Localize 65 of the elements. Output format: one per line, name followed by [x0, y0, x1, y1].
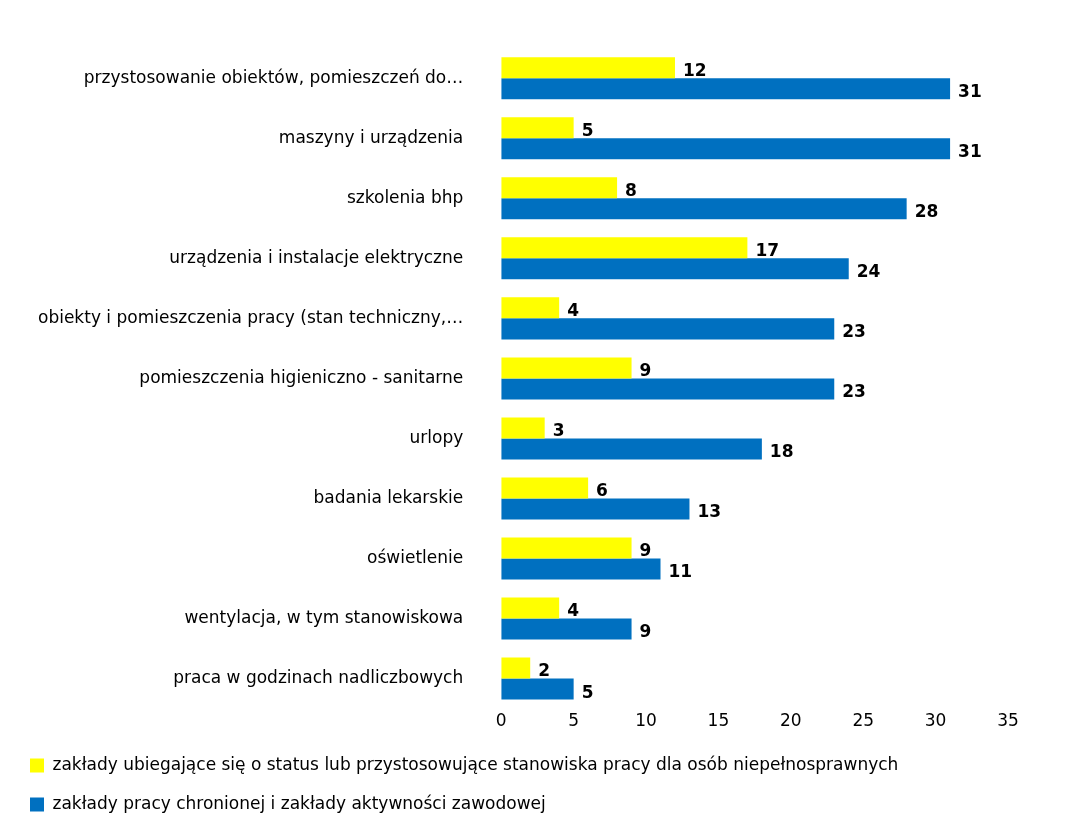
y-tick-label: urządzenia i instalacje elektryczne	[169, 246, 464, 267]
data-label: 31	[958, 81, 982, 102]
y-tick-label: badania lekarskie	[313, 486, 464, 507]
y-tick-label: pomieszczenia higieniczno - sanitarne	[139, 366, 464, 387]
x-tick-label: 0	[495, 710, 507, 731]
y-tick-label: obiekty i pomieszczenia pracy (stan techniczny,…	[38, 306, 464, 327]
data-label: 28	[914, 201, 939, 222]
x-tick-label: 5	[568, 710, 580, 731]
y-tick-label: maszyny i urządzenia	[278, 126, 464, 147]
y-tick-label: wentylacja, w tym stanowiskowa	[184, 606, 464, 627]
bar	[501, 498, 690, 520]
bar	[501, 537, 632, 559]
x-tick-label: 30	[924, 710, 947, 731]
y-tick-label: szkolenia bhp	[346, 186, 464, 207]
data-label: 9	[639, 540, 652, 561]
bar	[501, 378, 835, 400]
data-label: 2	[538, 660, 551, 681]
data-label: 12	[682, 60, 707, 81]
y-tick-label: oświetlenie	[367, 546, 464, 567]
data-label: 11	[668, 561, 693, 582]
bar	[501, 297, 560, 319]
bar	[501, 477, 589, 499]
x-tick-label: 10	[635, 710, 657, 731]
data-label: 4	[567, 300, 580, 321]
bar	[501, 117, 574, 139]
bar	[501, 657, 531, 679]
data-label: 6	[596, 480, 608, 501]
data-label: 18	[769, 441, 794, 462]
data-label: 5	[581, 681, 594, 702]
bar	[501, 258, 849, 280]
legend-label: zakłady pracy chronionej i zakłady aktywności zawodowej	[52, 792, 546, 813]
x-tick-label: 20	[780, 710, 802, 731]
bar	[501, 558, 661, 580]
data-label: 3	[552, 420, 565, 441]
data-label: 13	[697, 501, 722, 522]
data-label: 17	[755, 240, 780, 261]
data-label: 5	[581, 120, 594, 141]
data-label: 31	[958, 141, 982, 162]
bar	[501, 177, 618, 199]
data-label: 23	[842, 321, 866, 342]
data-label: 9	[639, 621, 652, 642]
bar	[501, 438, 762, 460]
bar	[501, 618, 632, 640]
bar	[501, 678, 574, 700]
bar	[501, 597, 560, 619]
bar	[501, 57, 675, 79]
data-label: 4	[567, 600, 580, 621]
bar	[501, 318, 835, 340]
y-tick-label: praca w godzinach nadliczbowych	[173, 667, 464, 687]
bar	[501, 237, 748, 259]
data-label: 9	[639, 360, 652, 381]
x-tick-label: 35	[997, 710, 1019, 731]
x-tick-label: 25	[852, 710, 875, 731]
data-label: 24	[856, 261, 881, 282]
x-tick-label: 15	[707, 710, 730, 731]
data-label: 23	[842, 381, 866, 402]
legend-label: zakłady ubiegające się o status lub przystosowujące stanowiska pracy dla osób niepełnosprawnych	[52, 753, 899, 774]
bar	[501, 198, 907, 220]
bar	[501, 138, 951, 160]
bar	[501, 357, 632, 379]
y-tick-label: przystosowanie obiektów, pomieszczeń do…	[83, 66, 464, 87]
data-label: 8	[625, 180, 637, 201]
y-tick-label: urlopy	[409, 426, 464, 447]
bar	[501, 78, 951, 100]
bar	[501, 417, 545, 439]
